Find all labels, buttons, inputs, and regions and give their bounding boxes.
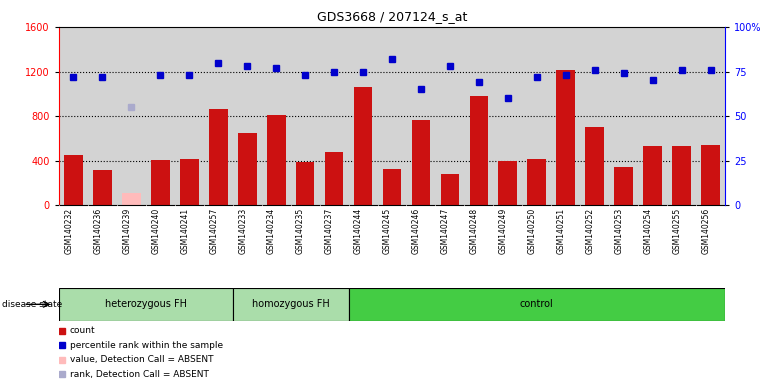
Text: GSM140241: GSM140241 <box>180 208 189 254</box>
Bar <box>383 169 401 205</box>
Bar <box>349 288 725 321</box>
Text: GSM140236: GSM140236 <box>93 208 102 254</box>
Bar <box>209 109 227 205</box>
Text: GSM140254: GSM140254 <box>644 208 653 254</box>
Text: GSM140244: GSM140244 <box>354 208 363 254</box>
Text: GSM140256: GSM140256 <box>702 208 711 254</box>
Bar <box>325 152 343 205</box>
Bar <box>557 70 575 205</box>
Text: disease state: disease state <box>2 300 62 309</box>
Bar <box>441 174 459 205</box>
Text: rank, Detection Call = ABSENT: rank, Detection Call = ABSENT <box>70 370 209 379</box>
Bar <box>528 159 546 205</box>
Text: GSM140239: GSM140239 <box>122 208 131 254</box>
Bar <box>59 288 233 321</box>
Bar <box>267 115 285 205</box>
Bar <box>586 127 604 205</box>
Bar <box>151 160 169 205</box>
Text: count: count <box>70 326 96 335</box>
Bar <box>412 119 430 205</box>
Text: GSM140248: GSM140248 <box>470 208 479 254</box>
Bar <box>499 161 517 205</box>
Text: value, Detection Call = ABSENT: value, Detection Call = ABSENT <box>70 355 213 364</box>
Text: GSM140257: GSM140257 <box>209 208 218 254</box>
Text: GSM140250: GSM140250 <box>528 208 537 254</box>
Bar <box>644 146 662 205</box>
Text: GSM140253: GSM140253 <box>615 208 624 254</box>
Text: GSM140246: GSM140246 <box>412 208 421 254</box>
Text: GSM140232: GSM140232 <box>64 208 73 254</box>
Text: GSM140235: GSM140235 <box>296 208 305 254</box>
Text: GDS3668 / 207124_s_at: GDS3668 / 207124_s_at <box>317 10 467 23</box>
Bar <box>354 87 372 205</box>
Text: GSM140251: GSM140251 <box>557 208 566 254</box>
Bar <box>180 159 198 205</box>
Text: homozygous FH: homozygous FH <box>252 299 329 310</box>
Text: percentile rank within the sample: percentile rank within the sample <box>70 341 223 350</box>
Text: control: control <box>520 299 554 310</box>
Bar <box>233 288 349 321</box>
Bar <box>615 167 633 205</box>
Bar <box>238 133 256 205</box>
Bar <box>64 155 82 205</box>
Text: GSM140255: GSM140255 <box>673 208 682 254</box>
Bar <box>470 96 488 205</box>
Text: GSM140247: GSM140247 <box>441 208 450 254</box>
Bar <box>296 162 314 205</box>
Bar <box>122 193 140 205</box>
Text: GSM140245: GSM140245 <box>383 208 392 254</box>
Text: GSM140240: GSM140240 <box>151 208 160 254</box>
Bar <box>702 145 720 205</box>
Text: heterozygous FH: heterozygous FH <box>105 299 187 310</box>
Text: GSM140237: GSM140237 <box>325 208 334 254</box>
Bar <box>93 170 111 205</box>
Text: GSM140233: GSM140233 <box>238 208 247 254</box>
Text: GSM140249: GSM140249 <box>499 208 508 254</box>
Text: GSM140252: GSM140252 <box>586 208 595 254</box>
Bar <box>673 146 691 205</box>
Text: GSM140234: GSM140234 <box>267 208 276 254</box>
